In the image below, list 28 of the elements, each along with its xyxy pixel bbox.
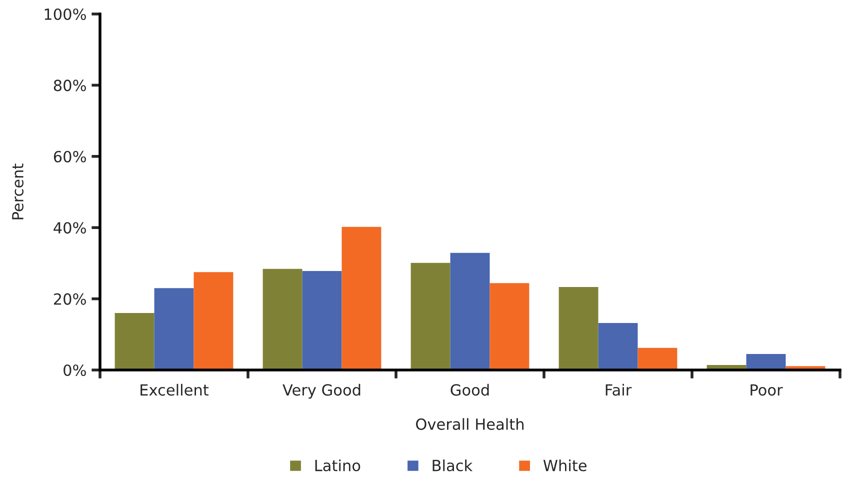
x-tick-label: Very Good [282,384,360,399]
x-tick-label: Poor [750,384,783,396]
bar [410,262,450,370]
bar [302,271,342,370]
bar [114,313,154,370]
y-tick-label: 20% [54,293,86,305]
x-axis-title: Overall Health [416,418,524,430]
y-tick-label: 60% [54,150,86,162]
y-axis-title: Percent [12,164,24,220]
bar [262,268,302,370]
bar [154,288,194,370]
x-tick-label: Fair [606,384,632,396]
bar [558,287,598,370]
bar [450,252,490,370]
legend-label: Black [432,459,473,472]
bar [598,323,638,370]
y-tick-label: 80% [54,80,86,92]
y-tick-label: 100% [44,8,86,20]
bar [638,348,678,370]
legend-label: Latino [315,459,360,472]
bar [194,272,234,370]
y-tick-label: 0% [64,364,86,376]
y-tick-label: 40% [54,222,86,234]
x-tick-label: Excellent [140,384,209,396]
x-tick-label: Good [450,384,489,396]
legend-label: White [543,459,586,472]
bar [342,226,382,370]
bar [490,283,530,370]
